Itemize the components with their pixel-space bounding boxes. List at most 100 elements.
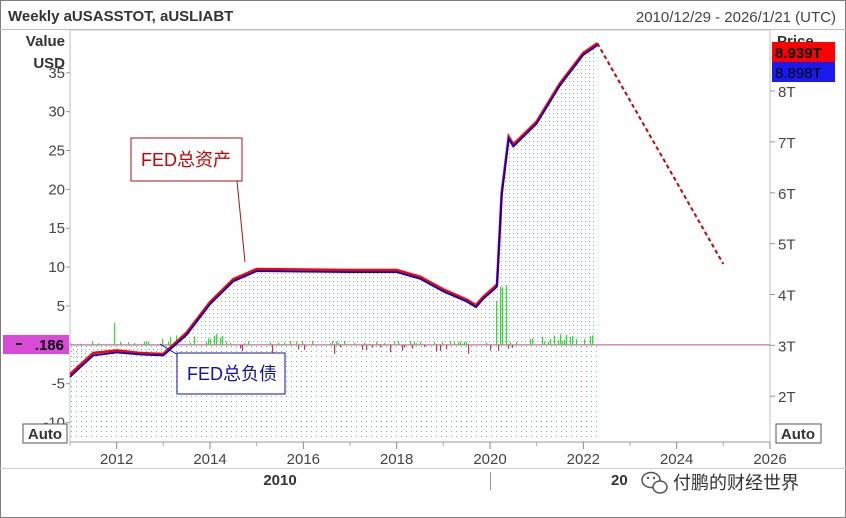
difference-bar-negative — [362, 344, 364, 351]
x-tick-label: 2026 — [753, 451, 786, 468]
right-tick-label: 6T — [778, 186, 796, 203]
difference-bar — [346, 344, 348, 345]
difference-bar — [414, 341, 416, 345]
difference-bar — [394, 341, 396, 345]
liabilities-annotation-text: FED总负债 — [187, 364, 277, 384]
series-line-liabilities — [69, 44, 598, 378]
difference-bar — [558, 340, 560, 345]
difference-bar — [486, 342, 488, 345]
difference-bar — [542, 336, 544, 345]
difference-bar — [378, 344, 380, 345]
difference-bar — [248, 341, 250, 345]
difference-bar-negative — [446, 344, 448, 350]
difference-bar — [516, 341, 518, 345]
difference-bar — [344, 341, 346, 345]
difference-bar — [282, 344, 284, 345]
right-axis-ticks: 8T 7T 6T 5T 4T 3T 2T — [770, 84, 796, 406]
difference-bar — [496, 300, 498, 345]
difference-bar-negative — [340, 344, 342, 348]
difference-bar — [92, 341, 94, 345]
difference-bar — [530, 338, 532, 345]
difference-bar — [370, 343, 372, 345]
difference-bar — [506, 285, 508, 345]
difference-bar — [302, 341, 304, 345]
difference-bar — [148, 341, 150, 345]
difference-bar-negative — [272, 344, 274, 353]
right-tick-label: 8T — [778, 84, 796, 101]
difference-bar — [434, 342, 436, 345]
difference-bar-negative — [240, 344, 242, 349]
difference-bar — [170, 336, 172, 345]
difference-bar — [416, 343, 418, 345]
x-tick-label: 2024 — [660, 451, 693, 468]
liabilities-annotation-box — [176, 352, 286, 395]
left-tick-label: 25 — [48, 142, 65, 159]
assets-annotation-text: FED总资产 — [141, 150, 231, 170]
difference-bar — [102, 344, 104, 345]
difference-bar — [168, 341, 170, 345]
chart-title: Weekly aUSASSTOT, aUSLIABT — [8, 8, 233, 25]
difference-bar — [450, 341, 452, 345]
x-tick-label: 2016 — [287, 451, 320, 468]
difference-bar — [278, 342, 280, 345]
assets-annotation-box — [130, 137, 243, 182]
difference-bar — [144, 341, 146, 345]
wechat-icon — [641, 471, 668, 494]
difference-bar — [270, 342, 272, 345]
difference-bar-negative — [334, 344, 336, 354]
difference-bar — [222, 336, 224, 345]
difference-bar — [214, 335, 216, 345]
difference-bar — [524, 344, 526, 345]
difference-bar — [244, 343, 246, 345]
difference-bar — [462, 343, 464, 345]
difference-bar-negative — [508, 344, 510, 349]
difference-bar-negative — [390, 344, 392, 353]
difference-bar — [502, 287, 504, 345]
right-auto-button[interactable] — [775, 423, 822, 444]
difference-bar — [276, 344, 278, 345]
difference-bar — [458, 342, 460, 345]
left-current-minus-sign — [16, 343, 22, 345]
difference-bar — [410, 340, 412, 345]
difference-bar — [288, 344, 290, 345]
difference-bar — [146, 341, 148, 345]
x-tick-label: 2022 — [567, 451, 600, 468]
series-line-assets — [69, 42, 599, 376]
difference-bar-negative — [372, 344, 374, 348]
difference-bar — [466, 341, 468, 345]
difference-bar — [398, 341, 400, 345]
x-tick-label: 2020 — [473, 451, 506, 468]
right-tick-label: 2T — [778, 389, 796, 406]
difference-bar — [128, 342, 130, 345]
difference-bar — [548, 341, 550, 345]
difference-bar — [70, 342, 72, 345]
assets-annotation-leader — [236, 180, 246, 263]
difference-bar-negative — [412, 344, 414, 349]
difference-bar — [550, 338, 552, 345]
difference-bar-negative — [298, 344, 300, 350]
left-axis-label-usd: USD — [33, 55, 65, 72]
series-line-forecast — [596, 42, 725, 265]
difference-bar — [296, 341, 298, 345]
difference-bar — [120, 341, 122, 345]
x-axis-ticks: 2012 2014 2016 2018 2020 2022 2024 2026 — [69, 442, 787, 468]
difference-bar-negative — [242, 344, 244, 352]
difference-bar — [454, 341, 456, 345]
difference-bar-negative — [436, 344, 438, 352]
difference-bar — [226, 341, 228, 345]
difference-bar — [332, 340, 334, 345]
left-auto-label: Auto — [28, 426, 62, 443]
difference-bar-negative — [366, 344, 368, 351]
difference-bar-negative — [512, 344, 514, 348]
difference-bar — [584, 339, 586, 345]
right-tick-label: 5T — [778, 237, 796, 254]
date-range: 2010/12/29 - 2026/1/21 (UTC) — [636, 9, 836, 26]
left-auto-button[interactable] — [22, 423, 68, 444]
difference-bar — [572, 336, 574, 345]
difference-bar-negative — [490, 344, 492, 351]
x-tick-label: 2018 — [380, 451, 413, 468]
difference-bar — [564, 339, 566, 345]
difference-bar — [134, 343, 136, 345]
